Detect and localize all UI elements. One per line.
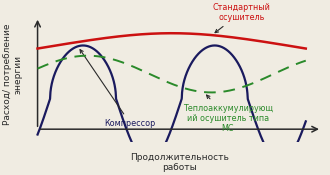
Text: Продолжительность
работы: Продолжительность работы	[130, 153, 229, 172]
Text: Компрессор: Компрессор	[80, 50, 156, 128]
Text: Расход/ потребление
энергии: Расход/ потребление энергии	[3, 23, 22, 125]
Text: Теплоаккумулирующ
ий осушитель типа
МС: Теплоаккумулирующ ий осушитель типа МС	[183, 95, 273, 134]
Text: Стандартный
осушитель: Стандартный осушитель	[213, 3, 270, 33]
